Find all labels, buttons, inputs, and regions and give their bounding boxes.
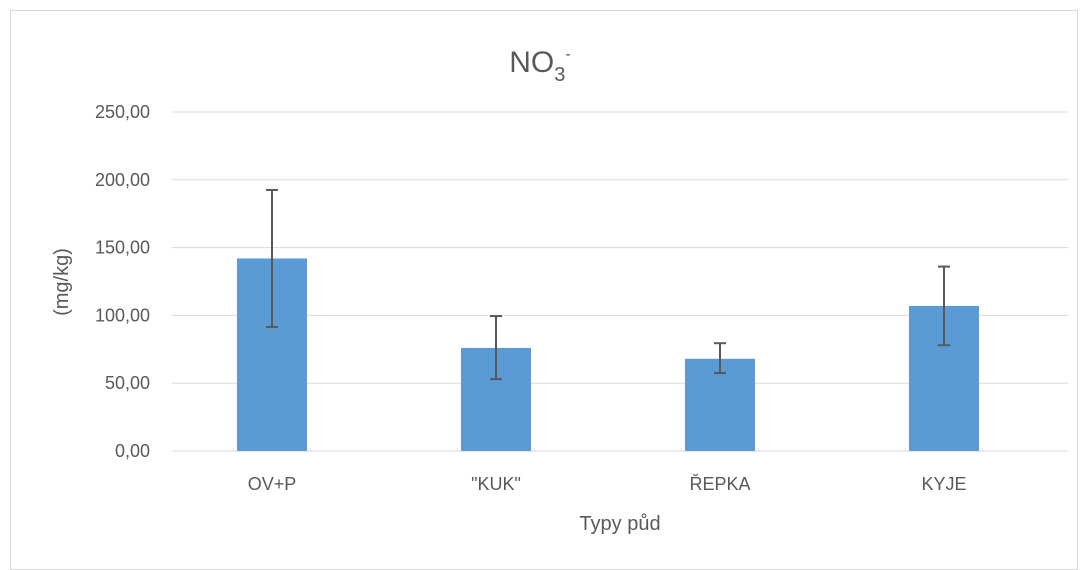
y-tick-labels: 0,00 50,00 100,00 150,00 200,00 250,00 <box>95 102 150 461</box>
error-bars <box>266 188 950 381</box>
y-tick-label: 250,00 <box>95 102 150 122</box>
y-tick-label: 150,00 <box>95 238 150 258</box>
y-tick-label: 0,00 <box>115 441 150 461</box>
bars <box>237 258 979 451</box>
chart-title: NO3- <box>509 46 570 86</box>
chart-title-superscript: - <box>565 46 570 63</box>
error-bar <box>266 188 278 328</box>
x-tick-label: OV+P <box>248 474 297 494</box>
x-tick-labels: OV+P "KUK" ŘEPKA KYJE <box>248 474 967 494</box>
chart-title-main: NO <box>509 46 554 79</box>
y-tick-label: 100,00 <box>95 305 150 325</box>
x-tick-label: ŘEPKA <box>689 474 750 494</box>
x-tick-label: "KUK" <box>471 474 521 494</box>
x-tick-label: KYJE <box>921 474 966 494</box>
x-axis-title: Typy půd <box>579 513 660 535</box>
error-bar <box>938 265 950 347</box>
chart-area <box>10 10 1078 570</box>
y-axis-title: (mg/kg) <box>51 248 73 316</box>
error-bar <box>714 342 726 375</box>
chart-title-subscript: 3 <box>554 64 565 86</box>
y-tick-label: 200,00 <box>95 170 150 190</box>
bar <box>685 358 755 451</box>
error-bar <box>490 315 502 381</box>
y-tick-label: 50,00 <box>105 373 150 393</box>
